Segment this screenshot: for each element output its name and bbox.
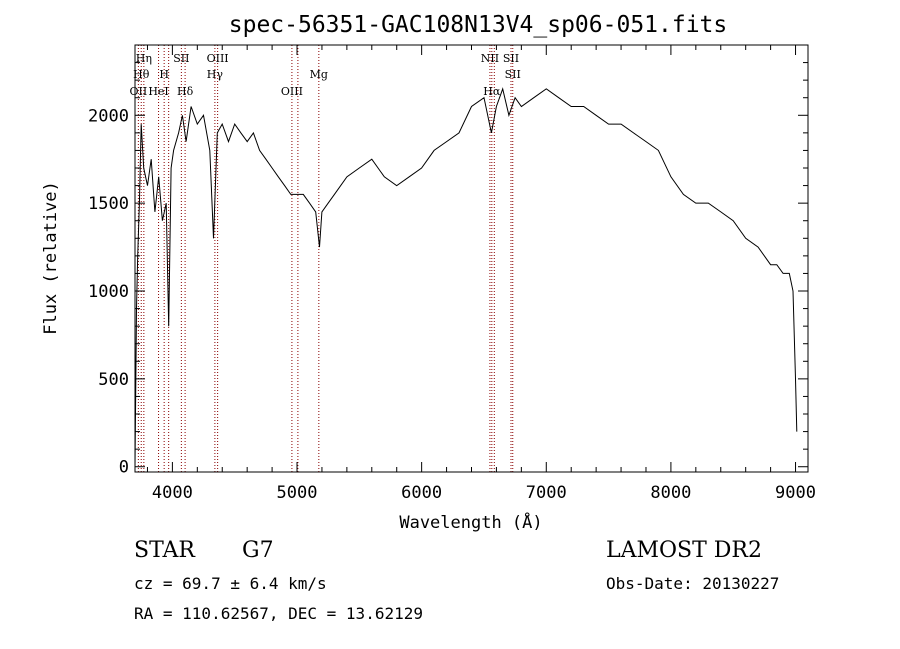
object-class: STAR (134, 538, 195, 563)
coordinates-readout: RA = 110.62567, DEC = 13.62129 (134, 604, 423, 623)
y-tick-label: 500 (98, 370, 129, 390)
x-tick-label: 4000 (152, 483, 193, 503)
y-tick-label: 2000 (88, 106, 129, 126)
emission-line-labels: OII Hθ Hη HeI H SII Hδ Hγ OIII OIII Mg NII Hα SII SII (130, 52, 521, 98)
emission-line-label: H (159, 68, 169, 81)
x-axis-label: Wavelength (Å) (399, 511, 542, 533)
emission-line-label: Hα (483, 85, 501, 98)
x-tick-label: 9000 (775, 483, 816, 503)
y-axis-label: Flux (relative) (41, 181, 61, 335)
emission-line-label: SII (173, 52, 189, 65)
emission-line-label: Hη (136, 52, 152, 65)
emission-lines (137, 45, 514, 472)
object-subclass: G7 (242, 538, 274, 563)
observation-date: Obs-Date: 20130227 (606, 574, 780, 593)
x-tick-label: 6000 (401, 483, 442, 503)
emission-line-label: SII (505, 68, 521, 81)
redshift-readout: cz = 69.7 ± 6.4 km/s (134, 574, 327, 593)
x-tick-label: 5000 (277, 483, 318, 503)
spectrum-line (134, 87, 798, 467)
y-tick-label: 1000 (88, 282, 129, 302)
x-tick-label: 8000 (650, 483, 691, 503)
emission-line-label: Hδ (177, 85, 194, 98)
emission-line-label: Hθ (133, 68, 150, 81)
chart-title: spec-56351-GAC108N13V4_sp06-051.fits (229, 12, 728, 38)
plot-frame (134, 44, 809, 473)
emission-line-label: OII (130, 85, 148, 98)
emission-line-label: OIII (207, 52, 229, 65)
emission-line-label: HeI (148, 85, 168, 98)
y-tick-label: 0 (119, 458, 129, 478)
y-axis: 0 500 1000 1500 2000 (88, 62, 808, 478)
emission-line-label: SII (503, 52, 519, 65)
survey-name: LAMOST DR2 (606, 538, 762, 563)
y-tick-label: 1500 (88, 194, 129, 214)
emission-line-label: Hγ (207, 68, 224, 81)
emission-line-label: NII (481, 52, 499, 65)
x-axis: 4000 5000 6000 7000 8000 9000 (146, 45, 816, 503)
x-tick-label: 7000 (526, 483, 567, 503)
emission-line-label: OIII (281, 85, 303, 98)
emission-line-label: Mg (310, 68, 328, 81)
